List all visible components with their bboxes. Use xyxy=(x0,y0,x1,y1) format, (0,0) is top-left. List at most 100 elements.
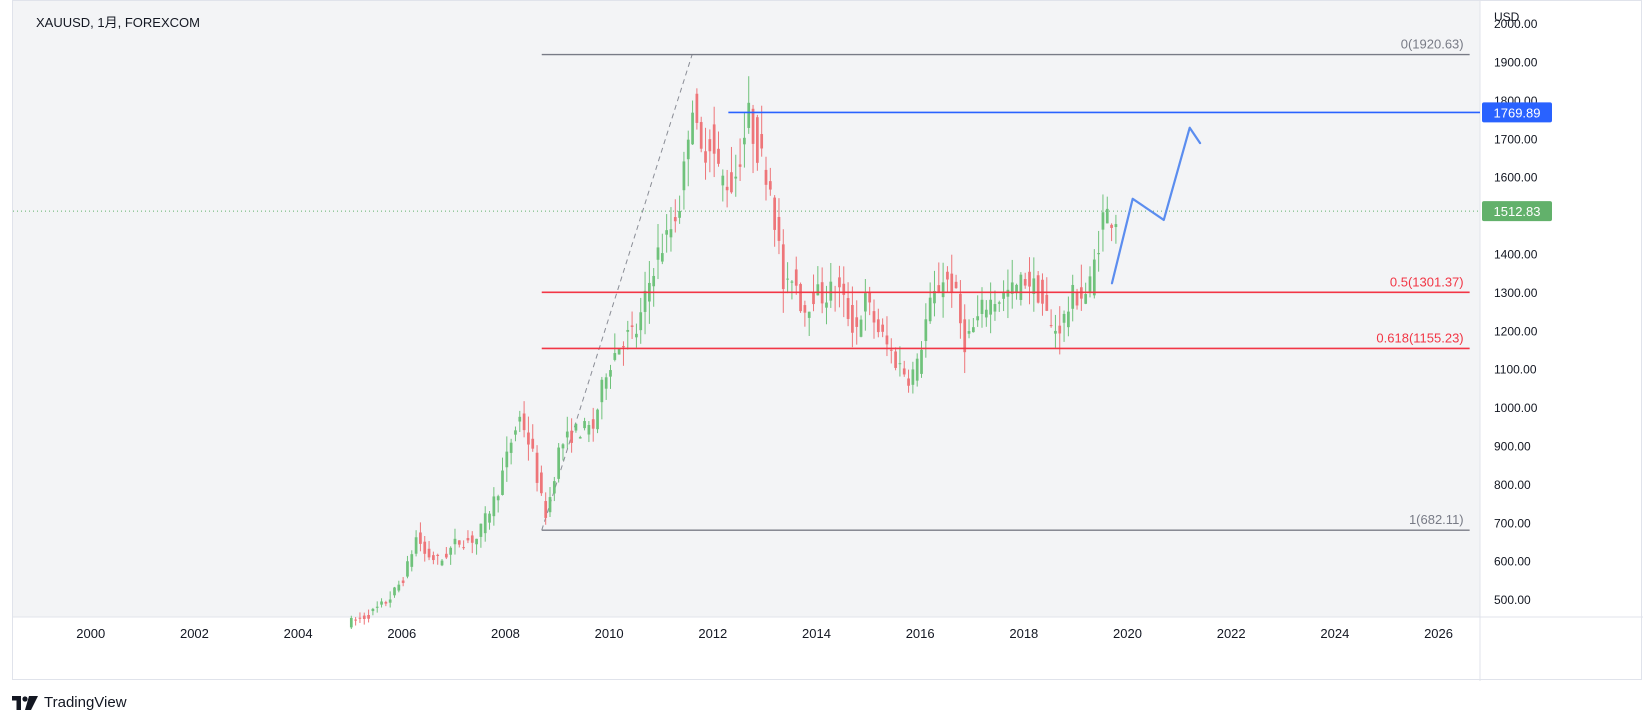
candle-body[interactable] xyxy=(643,290,647,312)
price-axis[interactable]: USD 500.00 600.00 700.00 800.00 900.00 1000.00… xyxy=(1494,10,1538,607)
candle-body[interactable] xyxy=(384,602,388,604)
candle-body[interactable] xyxy=(492,496,496,517)
candle-body[interactable] xyxy=(1101,212,1105,230)
candle-body[interactable] xyxy=(898,363,902,365)
candle-body[interactable] xyxy=(842,283,846,295)
candle-body[interactable] xyxy=(920,349,923,374)
candle-body[interactable] xyxy=(488,513,491,523)
candle-body[interactable] xyxy=(967,331,971,334)
candle-body[interactable] xyxy=(367,615,370,619)
candle-body[interactable] xyxy=(738,164,742,167)
candle-body[interactable] xyxy=(989,299,992,315)
candle-body[interactable] xyxy=(807,311,811,318)
projection-group[interactable] xyxy=(1110,126,1202,285)
candles-group[interactable] xyxy=(349,76,1118,630)
candle-body[interactable] xyxy=(863,293,867,312)
candle-body[interactable] xyxy=(440,560,444,566)
candle-body[interactable] xyxy=(622,346,625,348)
candle-body[interactable] xyxy=(941,282,945,298)
candle-body[interactable] xyxy=(712,124,716,154)
candle-body[interactable] xyxy=(561,444,565,449)
candle-body[interactable] xyxy=(682,161,686,191)
candle-body[interactable] xyxy=(613,353,617,360)
candle-body[interactable] xyxy=(1006,289,1010,297)
candle-body[interactable] xyxy=(924,319,928,342)
candle-body[interactable] xyxy=(444,553,448,558)
candle-body[interactable] xyxy=(639,312,643,331)
candle-body[interactable] xyxy=(604,377,608,389)
candle-body[interactable] xyxy=(717,148,720,164)
candle-body[interactable] xyxy=(673,217,677,222)
candle-body[interactable] xyxy=(799,284,802,312)
candle-body[interactable] xyxy=(730,172,733,193)
candle-body[interactable] xyxy=(911,369,915,385)
candle-body[interactable] xyxy=(617,348,621,355)
candle-body[interactable] xyxy=(496,496,500,501)
time-axis[interactable]: 2000 2002 2004 2006 2008 2010 2012 2014 2016 2018… xyxy=(76,626,1453,641)
candle-body[interactable] xyxy=(401,580,405,583)
candle-body[interactable] xyxy=(743,137,746,145)
candle-body[interactable] xyxy=(686,139,690,160)
candle-body[interactable] xyxy=(652,275,656,287)
candle-body[interactable] xyxy=(509,442,513,453)
candle-body[interactable] xyxy=(449,547,453,555)
candle-body[interactable] xyxy=(591,419,595,429)
candle-body[interactable] xyxy=(660,253,664,262)
candle-body[interactable] xyxy=(1084,294,1088,304)
candle-body[interactable] xyxy=(423,541,427,554)
candle-body[interactable] xyxy=(872,311,876,323)
candle-body[interactable] xyxy=(747,102,751,128)
candle-body[interactable] xyxy=(902,368,906,375)
candle-body[interactable] xyxy=(1032,278,1036,295)
candle-body[interactable] xyxy=(1088,276,1092,293)
candle-body[interactable] xyxy=(1054,330,1057,334)
candle-body[interactable] xyxy=(354,619,357,621)
candle-body[interactable] xyxy=(894,351,897,368)
candle-body[interactable] xyxy=(790,281,794,283)
candle-body[interactable] xyxy=(889,349,893,351)
candle-body[interactable] xyxy=(976,316,980,321)
candle-body[interactable] xyxy=(518,416,522,422)
candle-body[interactable] xyxy=(522,413,526,431)
candle-body[interactable] xyxy=(760,134,764,149)
candle-body[interactable] xyxy=(436,554,440,557)
candle-body[interactable] xyxy=(993,304,997,312)
candle-body[interactable] xyxy=(781,244,785,290)
candle-body[interactable] xyxy=(1105,208,1109,224)
candle-body[interactable] xyxy=(419,532,422,544)
candle-body[interactable] xyxy=(570,430,573,443)
candle-body[interactable] xyxy=(380,601,383,605)
candle-body[interactable] xyxy=(479,523,483,537)
candle-body[interactable] xyxy=(609,370,612,377)
candle-body[interactable] xyxy=(768,181,772,190)
candle-body[interactable] xyxy=(557,447,561,479)
candle-body[interactable] xyxy=(1019,274,1023,300)
candle-body[interactable] xyxy=(1062,313,1066,323)
candle-body[interactable] xyxy=(725,186,729,191)
candle-body[interactable] xyxy=(971,327,975,333)
candle-body[interactable] xyxy=(851,305,854,333)
candle-body[interactable] xyxy=(1110,224,1113,228)
candle-body[interactable] xyxy=(721,175,725,186)
candle-body[interactable] xyxy=(1071,284,1075,309)
candle-body[interactable] xyxy=(669,229,673,238)
candle-body[interactable] xyxy=(1097,253,1100,255)
candle-body[interactable] xyxy=(1067,311,1070,328)
candle-body[interactable] xyxy=(803,305,807,313)
symbol-title[interactable]: XAUUSD, 1月, FOREXCOM xyxy=(36,15,200,30)
candle-body[interactable] xyxy=(756,117,759,163)
candle-body[interactable] xyxy=(1015,284,1018,294)
candle-body[interactable] xyxy=(997,302,1001,304)
tradingview-brand[interactable]: TradingView xyxy=(12,694,127,711)
candle-body[interactable] xyxy=(794,269,798,286)
candle-body[interactable] xyxy=(414,537,418,554)
candle-body[interactable] xyxy=(1036,275,1040,303)
candle-body[interactable] xyxy=(470,535,474,543)
candle-body[interactable] xyxy=(984,309,988,318)
candle-body[interactable] xyxy=(937,285,941,293)
candle-body[interactable] xyxy=(527,432,530,445)
candle-body[interactable] xyxy=(349,617,353,628)
candle-body[interactable] xyxy=(427,548,431,558)
candle-body[interactable] xyxy=(596,409,599,430)
candle-body[interactable] xyxy=(1023,279,1027,286)
